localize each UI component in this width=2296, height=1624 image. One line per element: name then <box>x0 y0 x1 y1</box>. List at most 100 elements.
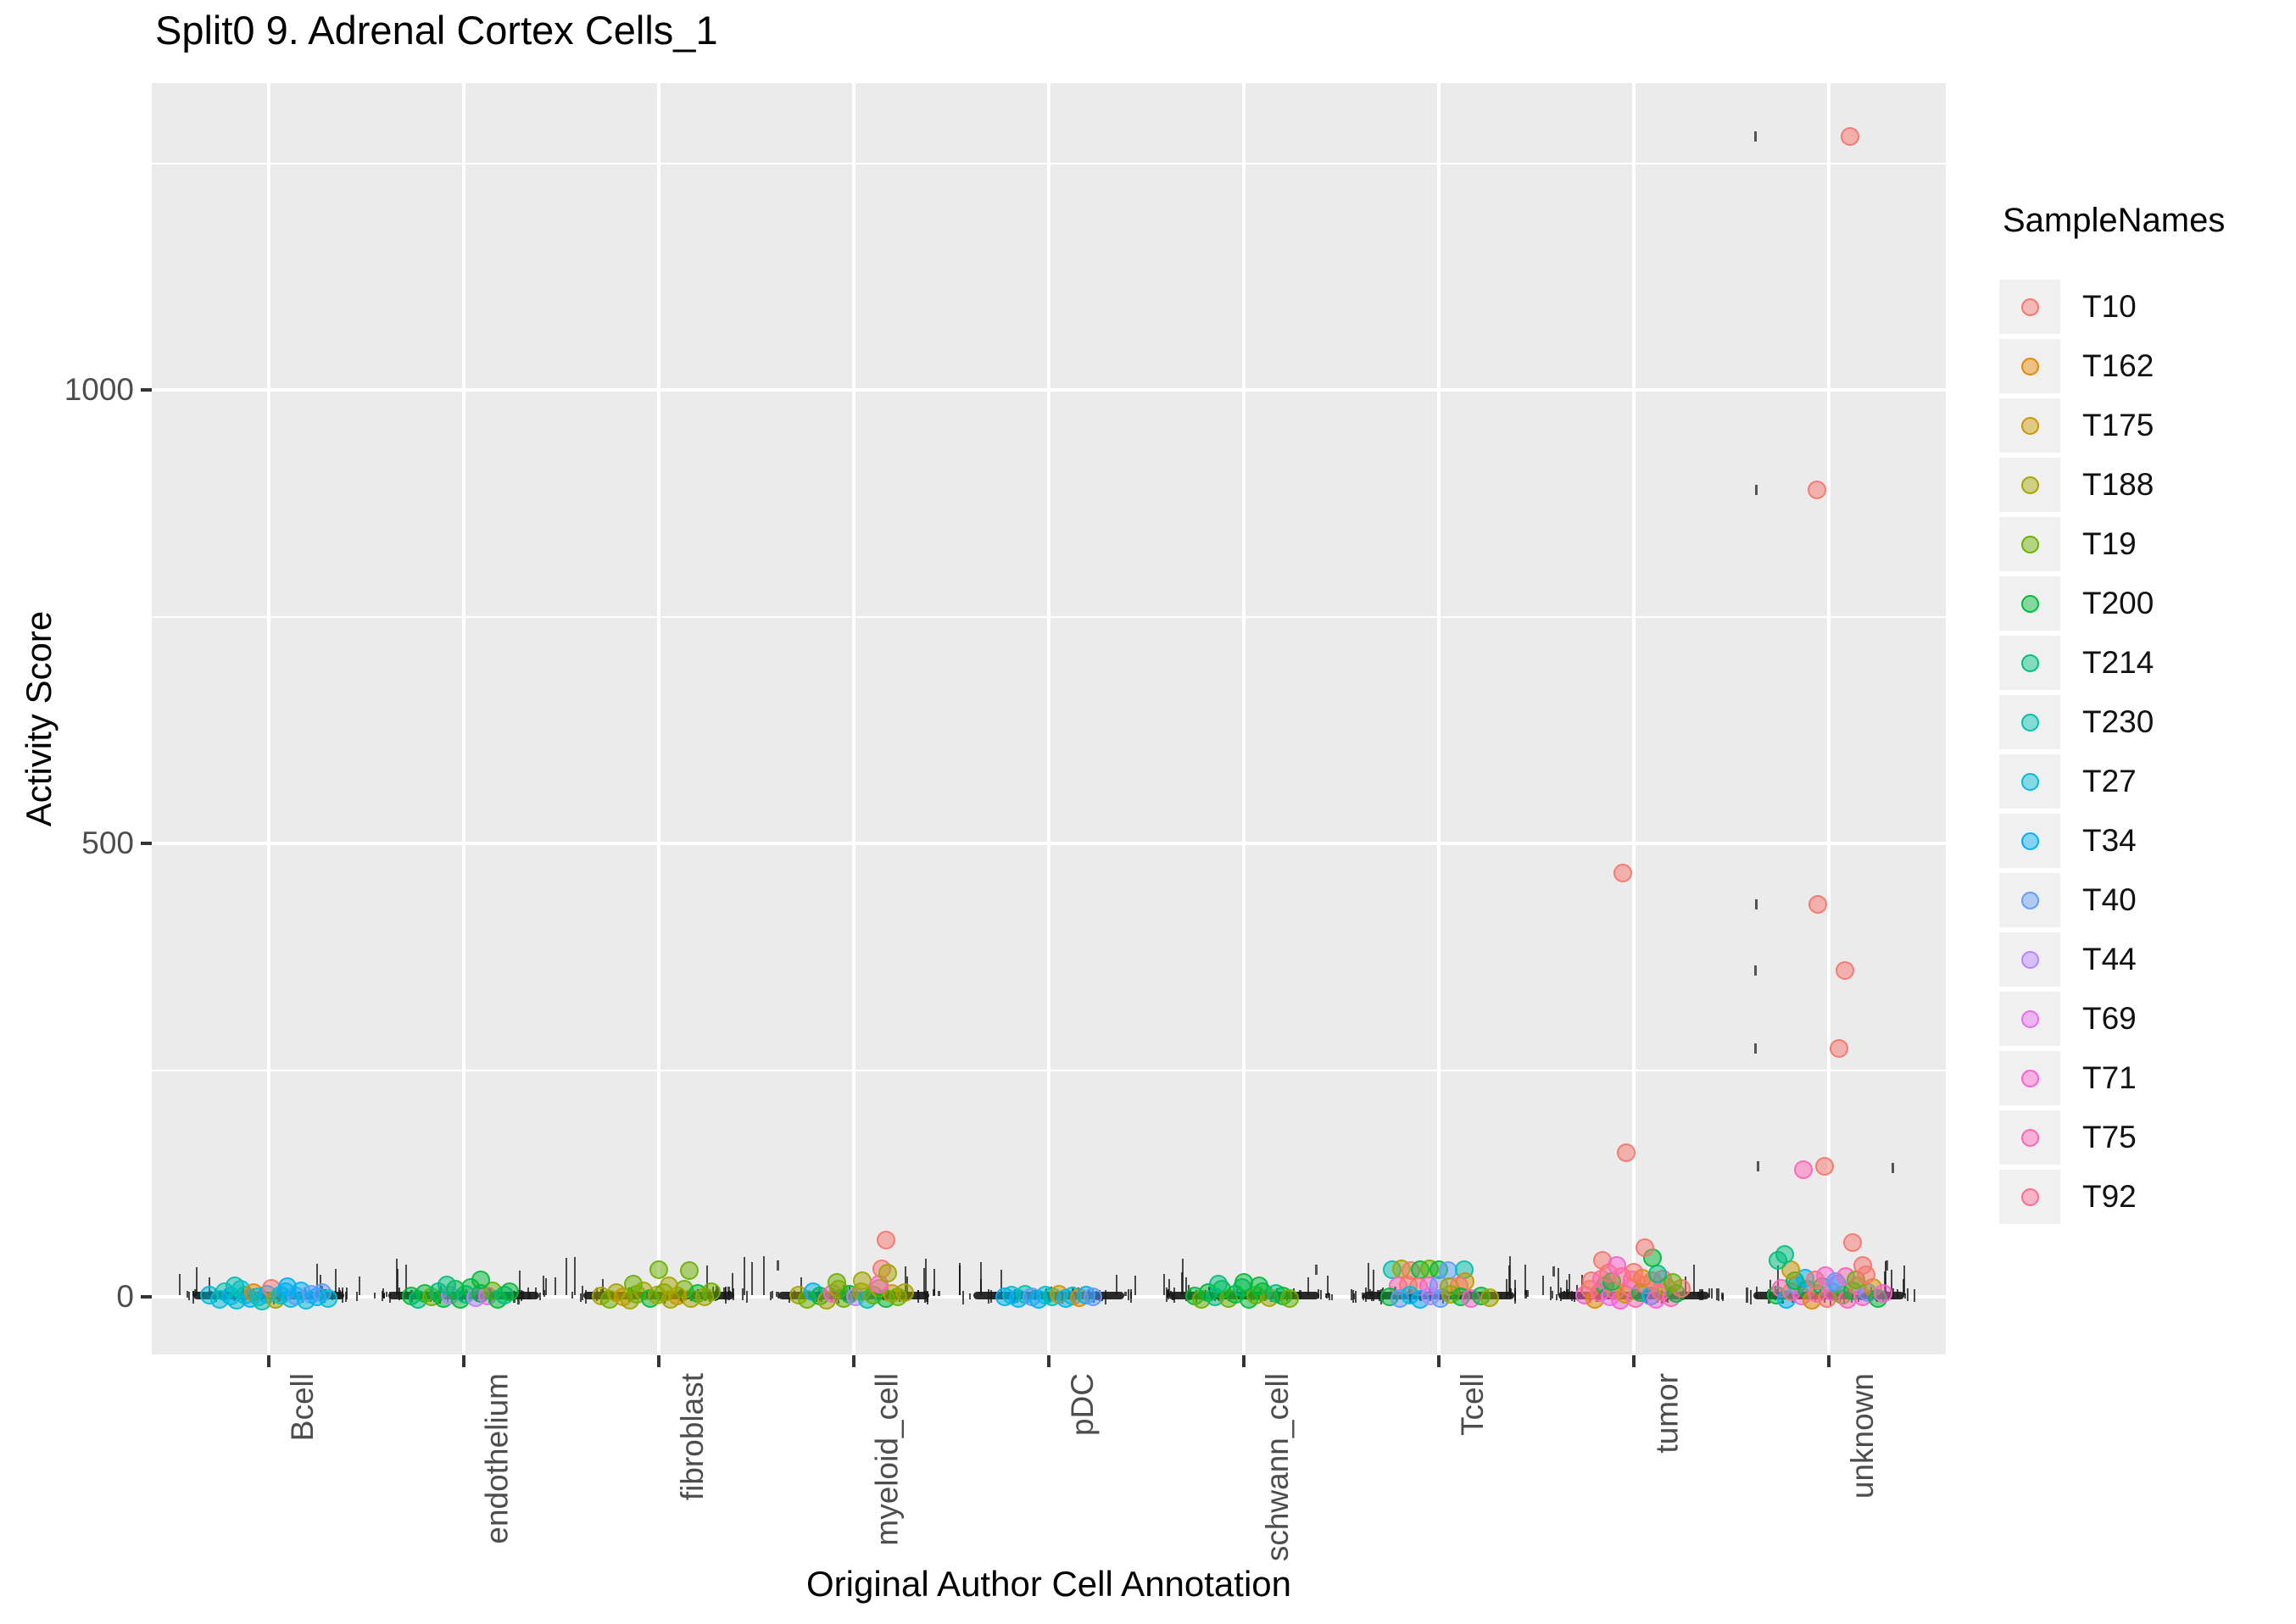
x-category-label: myeloid_cell <box>870 1373 905 1546</box>
rug-spike <box>1524 1264 1526 1295</box>
rug-spike <box>1168 1278 1170 1295</box>
rug-spike <box>196 1267 198 1295</box>
rug-dash <box>1129 1288 1132 1299</box>
data-point <box>702 1282 721 1301</box>
rug-outlier-mark <box>1552 1266 1555 1277</box>
rug-dash <box>1716 1288 1719 1301</box>
data-point <box>1794 1160 1813 1180</box>
rug-spike <box>1307 1276 1309 1295</box>
legend-dot <box>2020 476 2039 494</box>
x-tick-mark <box>1437 1355 1441 1367</box>
rug-spike <box>1505 1278 1507 1295</box>
rug-outlier-mark <box>1314 1264 1318 1275</box>
legend-dot <box>2020 594 2039 613</box>
rug-spike <box>359 1276 361 1295</box>
x-tick-mark <box>462 1355 465 1367</box>
data-point <box>828 1272 846 1292</box>
rug-dash <box>771 1291 773 1299</box>
rug-spike <box>566 1257 568 1295</box>
data-point <box>319 1289 337 1309</box>
x-tick-mark <box>1047 1355 1050 1367</box>
rug-dash <box>1167 1290 1169 1298</box>
legend-item: T69 <box>1999 989 2225 1048</box>
rug-dash <box>187 1291 191 1300</box>
legend-item-label: T188 <box>2082 467 2154 502</box>
x-category-label: unknown <box>1845 1373 1880 1499</box>
chart-title: Split0 9. Adrenal Cortex Cells_1 <box>155 8 718 53</box>
category-gridline <box>1047 83 1050 1354</box>
data-point <box>1853 1255 1872 1275</box>
legend-dot <box>2020 357 2039 375</box>
rug-spike <box>762 1256 765 1295</box>
legend-item-label: T34 <box>2082 823 2137 858</box>
y-tick-mark <box>141 842 152 845</box>
rug-dash <box>1362 1292 1364 1299</box>
data-point <box>1624 1263 1643 1282</box>
rug-spike <box>1509 1256 1512 1295</box>
rug-spike <box>1000 1269 1003 1295</box>
x-category-label: tumor <box>1650 1373 1685 1454</box>
data-point <box>660 1276 678 1296</box>
x-tick-mark <box>1632 1355 1636 1367</box>
legend-dot <box>2020 772 2039 791</box>
data-point <box>1808 894 1827 914</box>
legend-item-label: T40 <box>2082 882 2137 917</box>
rug-spike <box>1903 1265 1905 1295</box>
rug-spike <box>731 1273 733 1295</box>
category-gridline <box>267 83 270 1354</box>
data-point <box>437 1276 456 1295</box>
rug-spike <box>1134 1276 1137 1295</box>
data-point <box>1874 1283 1892 1303</box>
rug-outlier-mark <box>1885 1260 1888 1271</box>
legend-item: T27 <box>1999 752 2225 811</box>
rug-spike <box>1368 1263 1370 1295</box>
rug-dash <box>938 1291 940 1296</box>
y-tick-mark <box>141 1295 152 1299</box>
x-category-label: pDC <box>1065 1373 1100 1437</box>
data-point <box>853 1271 872 1290</box>
category-gridline <box>1437 83 1441 1354</box>
data-point <box>1480 1288 1499 1308</box>
rug-outlier-mark <box>1754 898 1758 909</box>
legend-key <box>1999 992 2060 1046</box>
legend-item-label: T69 <box>2082 1001 2137 1036</box>
rug-dash <box>582 1286 584 1300</box>
data-point <box>1234 1272 1253 1292</box>
rug-dash <box>968 1293 972 1300</box>
legend-dot <box>2020 891 2039 909</box>
rug-spike <box>1558 1267 1560 1295</box>
legend-item: T200 <box>1999 574 2225 633</box>
rug-spike <box>1372 1270 1374 1295</box>
data-point <box>1617 1143 1636 1162</box>
legend-item-label: T10 <box>2082 289 2137 324</box>
rug-outlier-mark <box>1891 1163 1894 1174</box>
x-category-label: Bcell <box>285 1373 320 1442</box>
legend-item: T230 <box>1999 692 2225 752</box>
rug-dash <box>382 1288 385 1299</box>
rug-dash <box>1124 1291 1127 1296</box>
rug-spike <box>1885 1261 1887 1295</box>
legend-item-label: T27 <box>2082 764 2137 798</box>
rug-dash <box>1350 1289 1353 1300</box>
rug-dash <box>1526 1290 1529 1297</box>
rug-dash <box>1319 1290 1322 1299</box>
data-point <box>500 1282 519 1301</box>
legend-dot <box>2020 1069 2039 1087</box>
rug-spike <box>750 1262 753 1295</box>
rug-spike <box>1115 1274 1117 1295</box>
rug-dash <box>580 1293 582 1302</box>
data-point <box>1648 1265 1667 1284</box>
legend-key <box>1999 398 2060 453</box>
rug-dash <box>1128 1288 1130 1300</box>
x-category-label: schwann_cell <box>1260 1373 1295 1562</box>
legend-title: SampleNames <box>2003 202 2226 239</box>
rug-spike <box>1181 1272 1184 1295</box>
data-point <box>1280 1289 1299 1309</box>
rug-dash <box>374 1293 376 1299</box>
data-point <box>226 1276 244 1296</box>
data-point <box>1608 1255 1626 1275</box>
legend-key <box>1999 754 2060 809</box>
legend-item-label: T162 <box>2082 348 2154 383</box>
rug-spike <box>178 1274 181 1295</box>
y-axis-title: Activity Score <box>19 610 59 827</box>
